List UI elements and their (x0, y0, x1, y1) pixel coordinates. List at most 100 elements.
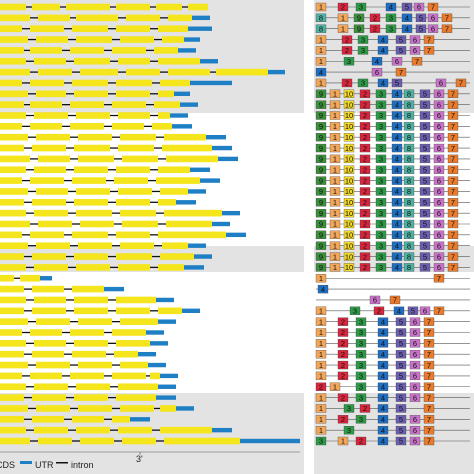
motif-4-label: 4 (395, 155, 399, 164)
motif-3-box (355, 2, 367, 12)
gene-row (0, 133, 226, 141)
gene-row (0, 307, 200, 315)
cds-exon (34, 383, 68, 391)
motif-1-box (315, 360, 327, 370)
motif-3-label: 3 (379, 209, 383, 218)
motif-5-label: 5 (423, 133, 427, 142)
motif-row: 9 1 10 2 3 4 8 5 6 7 (315, 231, 470, 240)
motif-row: 4 6 7 (315, 68, 470, 77)
motif-9-label: 9 (319, 231, 323, 240)
motif-9-label: 9 (319, 176, 323, 185)
motif-10-label: 10 (345, 198, 353, 207)
motif-5-label: 5 (423, 263, 427, 272)
motif-2-box (359, 176, 371, 185)
motif-5-label: 5 (399, 404, 403, 413)
motif-6-label: 6 (437, 252, 441, 261)
motif-6-box (433, 208, 445, 218)
cds-exon (36, 361, 70, 369)
motif-4-label: 4 (389, 3, 393, 12)
motif-9-box (315, 176, 327, 185)
cds-exon (112, 101, 146, 108)
cds-exon (38, 437, 72, 445)
cds-exon (0, 155, 30, 163)
cds-exon (30, 123, 62, 130)
cds-exon (116, 253, 152, 260)
cds-exon (152, 123, 172, 130)
cds-exon (126, 14, 160, 22)
gene-row (0, 123, 192, 130)
motif-6-label: 6 (413, 339, 417, 348)
motif-2-box (337, 2, 349, 12)
motif-1-label: 1 (319, 57, 323, 66)
motif-5-label: 5 (423, 111, 427, 120)
motif-2-label: 2 (341, 372, 345, 381)
motif-3-label: 3 (379, 231, 383, 240)
cds-exon (74, 90, 108, 98)
motif-7-label: 7 (427, 317, 431, 326)
motif-10-box (343, 89, 355, 98)
motif-8-label: 8 (407, 111, 411, 120)
motif-9-box (315, 122, 327, 131)
motif-5-box (401, 2, 413, 12)
cds-exon (0, 253, 24, 260)
motif-6-box (433, 111, 445, 120)
motif-6-label: 6 (413, 46, 417, 55)
cds-exon (0, 112, 26, 119)
motif-4-box (377, 35, 389, 44)
cds-exon (78, 361, 112, 369)
motif-4-label: 4 (321, 285, 325, 294)
motif-4-label: 4 (397, 307, 401, 316)
cds-exon (154, 47, 178, 54)
motif-10-label: 10 (345, 187, 353, 196)
motif-row: 9 1 10 2 3 4 8 5 6 7 (315, 122, 470, 131)
motif-7-label: 7 (427, 393, 431, 402)
cds-exon (66, 3, 110, 11)
motif-1-box (329, 122, 341, 131)
cds-exon (0, 90, 28, 98)
motif-3-label: 3 (359, 361, 363, 370)
cds-exon (158, 25, 188, 32)
motif-10-box (343, 154, 355, 164)
cds-exon (116, 90, 150, 98)
cds-exon (118, 144, 154, 152)
motif-5-box (419, 143, 431, 153)
motif-1-label: 1 (319, 317, 323, 326)
cds-exon (0, 123, 22, 130)
gene-row (0, 90, 190, 98)
motif-8-box (403, 122, 415, 131)
motif-5-label: 5 (423, 187, 427, 196)
cds-exon (120, 209, 156, 217)
cds-exon (74, 199, 108, 206)
cds-exon (36, 90, 66, 98)
cds-exon (158, 199, 176, 206)
gene-row (0, 264, 204, 271)
cds-exon (116, 394, 156, 401)
motif-3-box (385, 13, 397, 23)
motif-6-label: 6 (431, 14, 435, 23)
motif-1-label: 1 (319, 372, 323, 381)
motif-3-box (343, 425, 355, 435)
motif-panel: 1 2 3 4 5 6 78 1 9 2 3 4 5 6 78 1 9 2 3 4 5 6 71 2 3 4 5 6 71 2 3 4 5 6 71… (315, 2, 470, 446)
motif-2-box (315, 382, 327, 391)
motif-4-label: 4 (381, 372, 385, 381)
motif-6-box (433, 241, 445, 250)
cds-exon (34, 340, 66, 347)
utr (226, 232, 246, 238)
motif-8-box (403, 263, 415, 272)
motif-9-label: 9 (319, 165, 323, 174)
motif-7-box (447, 252, 459, 261)
motif-7-box (447, 154, 459, 164)
motif-3-label: 3 (379, 252, 383, 261)
motif-10-box (343, 143, 355, 153)
motif-6-box (409, 328, 421, 337)
motif-4-box (391, 208, 403, 218)
motif-4-label: 4 (375, 57, 379, 66)
cds-exon (120, 36, 154, 43)
motif-4-box (391, 187, 403, 196)
utr (188, 243, 206, 248)
motif-2-label: 2 (363, 100, 367, 109)
cds-exon (32, 3, 60, 11)
motif-10-box (343, 208, 355, 218)
cds-exon (0, 220, 30, 228)
